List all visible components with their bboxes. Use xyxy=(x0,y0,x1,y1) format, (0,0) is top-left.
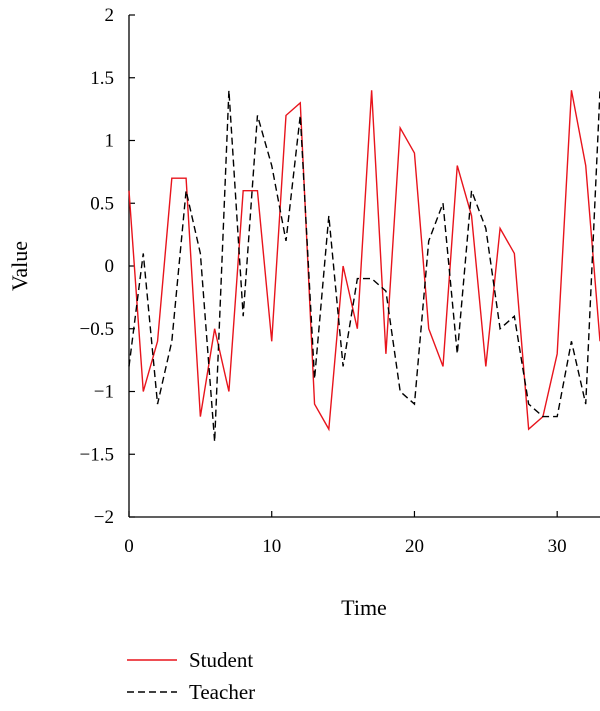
y-tick-label-6: −1 xyxy=(94,382,114,403)
series-line-student xyxy=(128,90,600,432)
y-tick-label-8: −2 xyxy=(94,507,114,528)
series-layer xyxy=(128,90,600,442)
legend: Student Teacher xyxy=(127,648,255,704)
y-tick-label-0: 2 xyxy=(105,5,115,26)
y-tick-label-1: 1.5 xyxy=(90,68,114,89)
x-tick-label-1: 10 xyxy=(262,536,281,557)
series-line-teacher xyxy=(128,90,600,442)
y-axis-title: Value xyxy=(7,241,32,291)
legend-label-student: Student xyxy=(189,648,253,672)
y-tick-label-5: −0.5 xyxy=(80,319,114,340)
y-tick-label-3: 0.5 xyxy=(90,193,114,214)
x-tick-label-3: 30 xyxy=(548,536,567,557)
x-axis-title: Time xyxy=(341,595,387,620)
x-tick-label-0: 0 xyxy=(124,536,134,557)
axes: 2 1.5 1 0.5 0 −0.5 −1 −1.5 −2 0 10 20 30 xyxy=(80,5,600,557)
legend-label-teacher: Teacher xyxy=(189,680,255,704)
y-tick-label-2: 1 xyxy=(105,131,115,152)
y-tick-label-4: 0 xyxy=(105,256,115,277)
y-tick-label-7: −1.5 xyxy=(80,444,114,465)
x-tick-label-2: 20 xyxy=(405,536,424,557)
